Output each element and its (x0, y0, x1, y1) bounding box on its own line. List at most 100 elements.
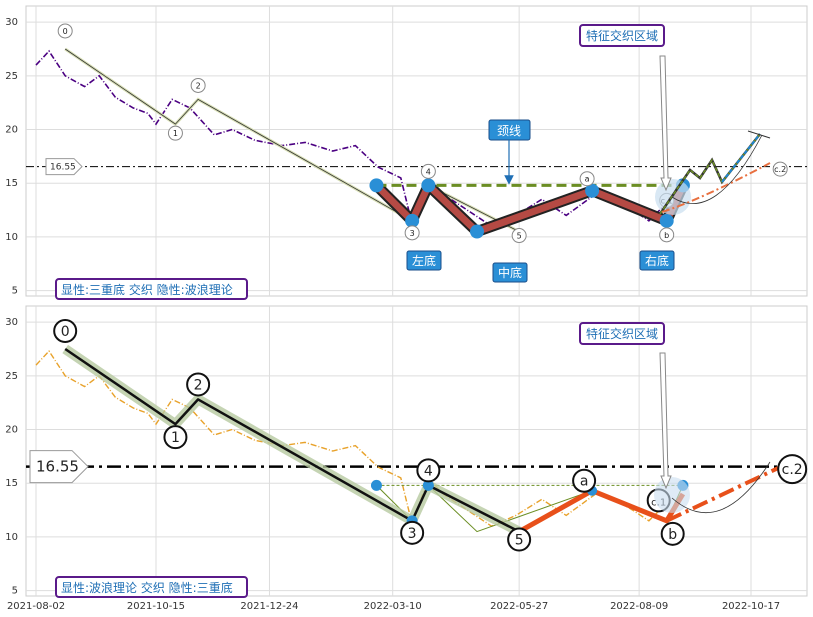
level-label: 16.55 (36, 458, 79, 476)
wave-label-circle (404, 225, 420, 241)
x-tick-label: 2021-12-24 (240, 601, 298, 612)
projection-arc (671, 461, 771, 514)
feature-region-label: 特征交织区域 (586, 28, 658, 43)
wave-label-circle (659, 227, 675, 243)
wave-label: 4 (426, 167, 431, 176)
bottom-caption: 显性:波浪理论 交织 隐性:三重底 (55, 576, 248, 598)
feature-region-arrow (659, 352, 672, 490)
x-tick-label: 2022-08-09 (610, 601, 668, 612)
level-flag (29, 450, 89, 484)
y-tick-label: 30 (5, 317, 18, 328)
wave-label-circle (163, 425, 188, 450)
projection-arc (671, 134, 763, 205)
wave-label-circle (572, 468, 597, 493)
neckline-label: 颈线 (497, 124, 521, 138)
wave-label-circle (420, 163, 436, 179)
level-flag (45, 158, 83, 176)
wave-label: 2 (196, 81, 201, 90)
wave-label-circle (167, 125, 183, 141)
x-tick-label: 2021-10-15 (127, 601, 185, 612)
bottom-plot-frame (25, 305, 808, 597)
feature-region-box (579, 24, 665, 47)
wave-label-circle (190, 77, 206, 93)
wave-label-circle (400, 520, 425, 545)
feature-region-arrow (659, 55, 672, 192)
triple-bottom-node (421, 178, 436, 193)
wave-label-circle (772, 161, 788, 177)
neckline-annotation: 颈线 (488, 119, 531, 185)
y-tick-label: 5 (12, 286, 18, 297)
wave-label: 1 (171, 430, 180, 446)
bottom-projection (654, 461, 771, 514)
x-tick-label: 2022-05-27 (490, 601, 548, 612)
wave-label-circle (511, 228, 527, 244)
left-bottom-label: 左底 (412, 253, 436, 268)
projection-path-orange (661, 162, 771, 213)
wave-label-circle (660, 521, 685, 546)
triple-bottom-nodes (369, 178, 690, 239)
projection-path-green (659, 133, 761, 215)
projection-cap (747, 130, 771, 139)
wave-label: c.2 (774, 165, 786, 174)
top-caption-text: 显性:三重底 交织 隐性:波浪理论 (61, 282, 233, 297)
bottom-labels: 左底 中底 右底 (406, 250, 675, 283)
triple-bottom-node (370, 479, 382, 491)
wave-label: c.2 (782, 462, 803, 478)
triple-bottom-node (422, 479, 434, 491)
feature-region-box (579, 322, 665, 345)
triple-bottom-node (405, 213, 420, 228)
bottom-caption-text: 显性:波浪理论 交织 隐性:三重底 (61, 580, 233, 595)
wave-label-circle (416, 458, 441, 483)
right-bottom-label: 右底 (645, 253, 669, 268)
right-bottom-box (639, 250, 675, 271)
bottom-level-line: 16.55 (26, 450, 807, 484)
wave-label: 1 (173, 129, 178, 138)
x-tick-label: 2022-03-10 (364, 601, 422, 612)
bottom-caption-box (55, 576, 248, 598)
left-bottom-box (406, 250, 442, 271)
wave-label: 0 (63, 27, 68, 36)
top-projection (655, 130, 771, 215)
y-tick-label: 5 (12, 586, 18, 597)
wave-label-circle (186, 372, 211, 397)
wave-label-circle (53, 318, 78, 343)
triple-bottom-node (469, 224, 484, 239)
wave-label: b (664, 231, 669, 240)
wave-label-circle (507, 527, 532, 552)
level-label: 16.55 (50, 163, 76, 173)
y-tick-label: 10 (5, 232, 18, 243)
triple-bottom-node (369, 178, 384, 193)
y-tick-label: 30 (5, 17, 18, 28)
wave-label: 4 (424, 463, 433, 479)
wave-label: a (585, 175, 590, 184)
wave-label: 0 (61, 324, 70, 340)
top-caption: 显性:三重底 交织 隐性:波浪理论 (55, 278, 248, 300)
top-caption-box (55, 278, 248, 300)
middle-bottom-box (492, 262, 528, 283)
y-tick-label: 15 (5, 478, 18, 489)
y-tick-label: 10 (5, 532, 18, 543)
bottom-y-tick-labels: 5 10 15 20 25 30 (5, 317, 18, 597)
y-tick-label: 15 (5, 178, 18, 189)
price-line (35, 49, 666, 228)
y-tick-label: 25 (5, 371, 18, 382)
triple-bottom-node (585, 183, 600, 198)
wave-label: b (668, 527, 677, 543)
projection-path-blue (721, 133, 761, 183)
wave-label: 3 (408, 526, 417, 542)
middle-bottom-label: 中底 (498, 265, 522, 280)
triple-bottom-node (659, 213, 674, 228)
wave-label-circle (777, 454, 808, 485)
top-level-line: 16.55 (26, 158, 807, 176)
x-tick-label: 2021-08-02 (7, 601, 65, 612)
feature-region-label: 特征交织区域 (586, 326, 658, 341)
x-tick-label: 2022-10-17 (722, 601, 780, 612)
wave-label: 2 (194, 377, 203, 393)
x-tick-labels: 2021-08-02 2021-10-15 2021-12-24 2022-03-10… (7, 601, 780, 612)
y-tick-label: 20 (5, 125, 18, 136)
